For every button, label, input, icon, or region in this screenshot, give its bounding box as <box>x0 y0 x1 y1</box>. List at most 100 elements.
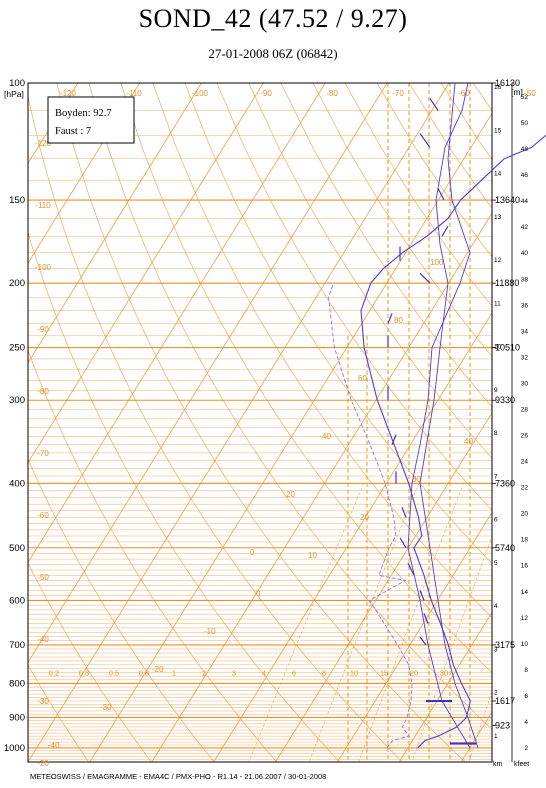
pressure-tick-label: 1000 <box>4 743 25 754</box>
kfeet-tick-label: 18 <box>521 537 529 544</box>
kfeet-tick-label: 32 <box>521 354 529 361</box>
height-label: 16130 <box>495 78 520 88</box>
pressure-tick-label: 800 <box>9 678 25 689</box>
kfeet-tick-label: 14 <box>521 589 529 596</box>
kfeet-unit-label: kfeet <box>514 761 529 768</box>
mixing-ratio-label: 2 <box>202 668 206 677</box>
km-tick-label: 7 <box>494 473 498 480</box>
km-tick-label: 14 <box>494 171 502 178</box>
pressure-tick-label: 200 <box>9 278 25 289</box>
kfeet-tick-label: 42 <box>521 224 529 231</box>
wind-barb <box>419 590 425 601</box>
wind-barb <box>419 133 431 148</box>
height-label: 9330 <box>495 395 515 405</box>
km-tick-label: 15 <box>494 127 502 134</box>
isotherm-top-label: -80 <box>326 89 338 98</box>
isotherm-label: 30 <box>412 475 421 484</box>
kfeet-tick-label: 46 <box>521 172 529 179</box>
height-label: 923 <box>495 720 510 730</box>
isotherm-left-label: -100 <box>35 263 52 272</box>
info-box <box>47 96 135 144</box>
isotherm-left-label: -60 <box>37 511 49 520</box>
isotherm-label: 10 <box>308 551 317 560</box>
chart-title: SOND_42 (47.52 / 9.27) <box>138 4 408 33</box>
km-tick-label: 8 <box>494 430 498 437</box>
isotherm-top-label: -60 <box>458 89 470 98</box>
wind-barb <box>419 636 427 646</box>
adiabat-label: 20 <box>286 490 295 499</box>
isotherm-left-label: -120 <box>35 139 52 148</box>
pressure-tick-label: 400 <box>9 478 25 489</box>
mixing-ratio-label: 8 <box>322 668 326 677</box>
kfeet-tick-label: 20 <box>521 511 529 518</box>
isotherm-label: -10 <box>204 627 216 636</box>
isotherm-left-label: -70 <box>37 449 49 458</box>
km-tick-label: 3 <box>494 646 498 653</box>
pressure-tick-label: 150 <box>9 195 25 206</box>
mixing-ratio-label: 6 <box>292 668 296 677</box>
kfeet-tick-label: 2 <box>524 745 528 752</box>
kfeet-tick-label: 48 <box>521 146 529 153</box>
isotherm-top-label: -90 <box>260 89 272 98</box>
pressure-tick-label: 700 <box>9 640 25 651</box>
wind-barb <box>407 563 415 576</box>
wind-barb <box>441 225 449 237</box>
kfeet-tick-label: 36 <box>521 302 529 309</box>
pressure-tick-label: 250 <box>9 343 25 354</box>
right-axis-unit: [m] <box>511 87 523 97</box>
height-label: 5740 <box>495 543 515 553</box>
km-tick-label: 2 <box>494 690 498 697</box>
adiabat-label: 60 <box>358 374 367 383</box>
km-tick-label: 1 <box>494 733 498 740</box>
dewpoint-series-line <box>328 283 413 749</box>
isotherm-left-label: -40 <box>37 635 49 644</box>
faust-index-label: Faust : 7 <box>55 126 91 137</box>
mixing-ratio-label: 0.8 <box>139 668 149 677</box>
km-tick-label: 9 <box>494 387 498 394</box>
mixing-ratio-label: 30 <box>440 668 448 677</box>
km-unit-label: km <box>493 761 503 768</box>
wind-barb <box>401 507 407 518</box>
pressure-tick-label: 600 <box>9 595 25 606</box>
km-tick-label: 5 <box>494 560 498 567</box>
wind-barb <box>423 613 429 624</box>
km-tick-label: 10 <box>494 344 502 351</box>
kfeet-tick-label: 44 <box>521 198 529 205</box>
isotherm-left-label: -90 <box>37 325 49 334</box>
pressure-tick-label: 100 <box>9 78 25 89</box>
kfeet-tick-label: 28 <box>521 406 529 413</box>
height-label: 13640 <box>495 195 520 205</box>
isotherm-label: -40 <box>48 741 60 750</box>
mixing-ratio-label: 3 <box>232 668 236 677</box>
isotherm-top-label: -110 <box>126 89 142 98</box>
kfeet-tick-label: 50 <box>521 120 529 127</box>
km-tick-label: 6 <box>494 517 498 524</box>
wind-barb <box>399 537 407 549</box>
mixing-ratio-label: 15 <box>380 668 388 677</box>
adiabat-label: 40 <box>322 432 331 441</box>
isotherm-left-label: -80 <box>37 387 49 396</box>
profile-line <box>407 82 471 749</box>
kfeet-tick-label: 6 <box>524 693 528 700</box>
kfeet-tick-label: 4 <box>524 719 528 726</box>
isotherm-top-label: -70 <box>392 89 404 98</box>
isotherm-label: -30 <box>100 703 112 712</box>
isotherm-label: -20 <box>152 665 164 674</box>
kfeet-tick-label: 10 <box>521 641 529 648</box>
km-tick-label: 12 <box>494 257 502 264</box>
adiabat-label: 80 <box>394 316 403 325</box>
kfeet-tick-label: 8 <box>524 667 528 674</box>
height-label: 11880 <box>495 278 519 288</box>
pressure-tick-label: 300 <box>9 395 25 406</box>
adiabat-label: 100 <box>430 258 444 267</box>
left-axis-unit: [hPa] <box>4 89 24 99</box>
isotherm-label: 40 <box>464 437 473 446</box>
mixing-ratio-label: 10 <box>350 668 358 677</box>
isotherm-left-label: -30 <box>37 697 49 706</box>
isotherm-top-label: -50 <box>524 89 536 98</box>
boyden-index-label: Boyden: 92.7 <box>55 108 112 119</box>
km-tick-label: 16 <box>494 84 502 91</box>
temperature-series-line <box>360 134 546 749</box>
kfeet-tick-label: 26 <box>521 433 529 440</box>
